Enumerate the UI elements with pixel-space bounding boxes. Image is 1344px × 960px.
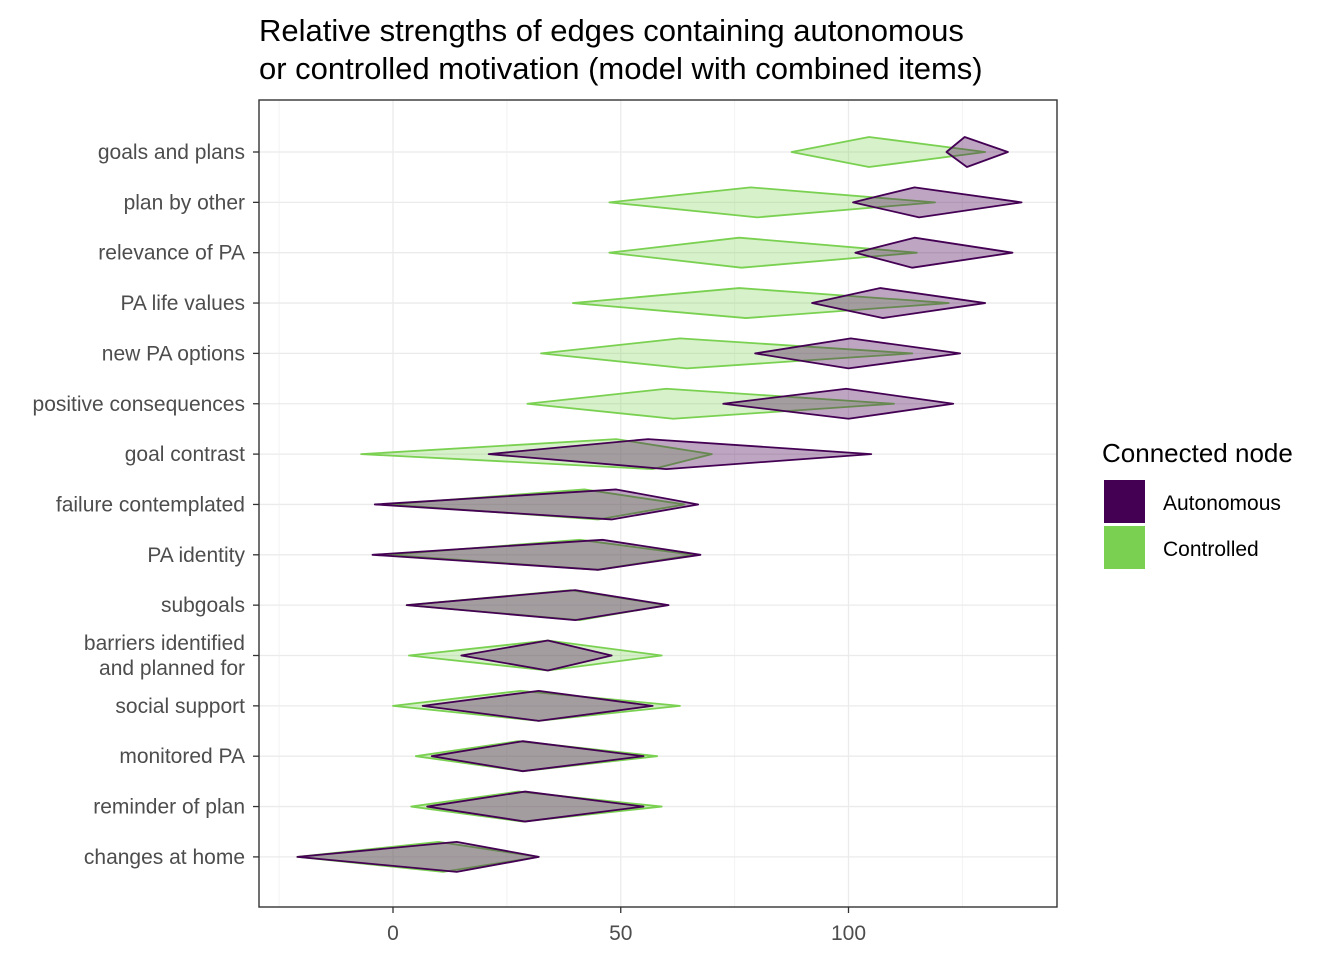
- controlled-diamond: [572, 287, 950, 319]
- autonomous-diamond: [296, 841, 540, 873]
- y-tick-label: changes at home: [84, 846, 245, 869]
- autonomous-diamond: [722, 387, 955, 420]
- y-tick-label: and planned for: [99, 657, 245, 680]
- y-axis-labels: goals and plans plan by other relevance of…: [33, 141, 259, 869]
- y-tick-label: plan by other: [124, 191, 245, 214]
- y-tick-label: new PA options: [102, 342, 245, 365]
- controlled-diamond: [392, 689, 681, 722]
- y-tick-label: barriers identified: [84, 632, 245, 655]
- y-tick-label: social support: [115, 695, 245, 718]
- autonomous-diamond: [371, 538, 702, 571]
- controlled-diamond: [790, 136, 987, 168]
- y-tick-label: goals and plans: [98, 141, 245, 164]
- autonomous-diamond: [852, 186, 1023, 219]
- y-tick-label: PA identity: [147, 544, 245, 567]
- y-tick-label: positive consequences: [33, 393, 245, 416]
- legend-key: [1104, 526, 1145, 569]
- controlled-diamond: [540, 337, 914, 370]
- controlled-diamond: [526, 387, 895, 420]
- legend-key: [1104, 480, 1145, 523]
- autonomous-diamond: [373, 488, 700, 521]
- autonomous-diamond: [430, 740, 645, 773]
- autonomous-diamond: [405, 589, 670, 622]
- y-tick-label: reminder of plan: [93, 796, 245, 819]
- autonomous-diamond: [460, 639, 613, 672]
- title-line: Relative strengths of edges containing a…: [259, 13, 964, 48]
- controlled-diamond: [408, 639, 663, 672]
- y-tick-label: subgoals: [161, 594, 245, 617]
- controlled-diamond: [608, 186, 936, 219]
- autonomous-diamond: [945, 136, 1009, 168]
- legend-label: Autonomous: [1163, 492, 1281, 515]
- legend: Connected node Autonomous Controlled: [1102, 438, 1293, 569]
- autonomous-diamond: [421, 689, 654, 722]
- y-tick-label: goal contrast: [125, 443, 245, 466]
- x-tick-label: 0: [387, 922, 399, 945]
- x-tick-label: 100: [831, 922, 866, 945]
- plot-panel: [258, 99, 1058, 908]
- x-axis-labels: 0 50 100: [387, 907, 866, 945]
- controlled-diamond: [608, 236, 918, 269]
- controlled-diamond: [360, 438, 713, 471]
- y-tick-label: failure contemplated: [56, 493, 245, 516]
- autonomous-diamond: [426, 790, 645, 823]
- autonomous-diamond: [854, 236, 1014, 269]
- y-tick-label: relevance of PA: [98, 242, 245, 265]
- legend-title: Connected node: [1102, 438, 1293, 468]
- chart-title: Relative strengths of edges containing a…: [259, 13, 983, 86]
- panel-border: [258, 99, 1058, 908]
- title-line: or controlled motivation (model with com…: [259, 51, 983, 86]
- y-tick-label: PA life values: [120, 292, 245, 315]
- legend-label: Controlled: [1163, 538, 1259, 561]
- autonomous-diamond: [811, 287, 987, 319]
- x-tick-label: 50: [609, 922, 632, 945]
- autonomous-diamond: [754, 337, 961, 370]
- autonomous-diamond: [487, 438, 873, 471]
- y-tick-label: monitored PA: [119, 745, 245, 768]
